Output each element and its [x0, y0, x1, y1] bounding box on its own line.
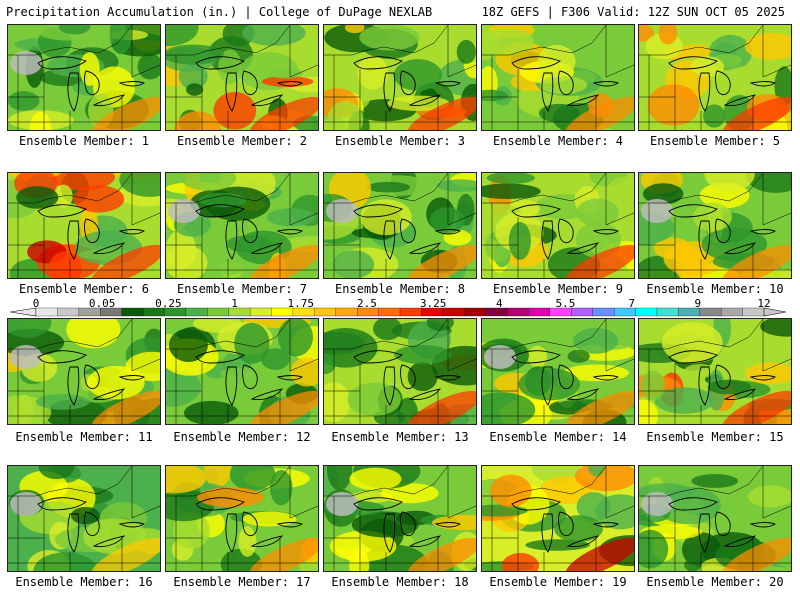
colorbar-swatch: [399, 307, 422, 317]
ensemble-member-label: Ensemble Member: 10: [646, 282, 784, 296]
colorbar-swatch: [378, 307, 401, 317]
ensemble-member-label: Ensemble Member: 19: [489, 575, 627, 589]
colorbar-swatch: [207, 307, 230, 317]
colorbar-tick-label: 0: [32, 297, 40, 310]
colorbar-swatch: [721, 307, 744, 317]
ensemble-map-panel: [323, 465, 477, 572]
precip-map: [482, 319, 634, 424]
ensemble-member-label: Ensemble Member: 3: [334, 134, 466, 148]
precip-map: [166, 173, 318, 278]
colorbar-tick-label: 0.05: [88, 297, 116, 310]
ensemble-member-label: Ensemble Member: 18: [331, 575, 469, 589]
ensemble-member-label: Ensemble Member: 4: [492, 134, 624, 148]
colorbar-tick-label: 3.25: [419, 297, 447, 310]
ensemble-map-panel: [7, 24, 161, 131]
ensemble-map-panel: [638, 318, 792, 425]
colorbar-swatch: [314, 307, 337, 317]
ensemble-map-panel: [638, 465, 792, 572]
ensemble-map-panel: [7, 465, 161, 572]
colorbar-swatch: [57, 307, 80, 317]
model-run-info: 18Z GEFS | F306 Valid: 12Z SUN OCT 05 20…: [481, 5, 785, 19]
colorbar-tick-label: 5.5: [555, 297, 576, 310]
precip-map: [482, 25, 634, 130]
ensemble-member-label: Ensemble Member: 17: [173, 575, 311, 589]
ensemble-map-panel: [165, 465, 319, 572]
ensemble-map-panel: [323, 318, 477, 425]
colorbar-tick-label: 2.5: [356, 297, 377, 310]
colorbar-swatch: [464, 307, 487, 317]
ensemble-map-panel: [323, 24, 477, 131]
precip-map: [8, 319, 160, 424]
ensemble-map-panel: [481, 24, 635, 131]
ensemble-member-label: Ensemble Member: 6: [18, 282, 150, 296]
colorbar: [9, 307, 787, 317]
ensemble-member-label: Ensemble Member: 16: [15, 575, 153, 589]
colorbar-swatch: [699, 307, 722, 317]
colorbar-tick-label: 0.25: [155, 297, 182, 310]
precip-map: [639, 25, 791, 130]
colorbar-tick-label: 7: [628, 297, 635, 310]
colorbar-tick-label: 1: [231, 297, 238, 310]
precip-map: [166, 319, 318, 424]
colorbar-swatch: [335, 307, 358, 317]
ensemble-member-label: Ensemble Member: 20: [646, 575, 784, 589]
colorbar-swatch: [656, 307, 679, 317]
precip-map: [639, 173, 791, 278]
ensemble-member-label: Ensemble Member: 2: [176, 134, 308, 148]
ensemble-map-panel: [323, 172, 477, 279]
precip-map: [8, 173, 160, 278]
ensemble-map-panel: [165, 172, 319, 279]
ensemble-map-panel: [7, 318, 161, 425]
precip-map: [639, 466, 791, 571]
precip-map: [324, 25, 476, 130]
colorbar-swatch: [592, 307, 615, 317]
colorbar-tick-label: 9: [694, 297, 702, 310]
ensemble-member-label: Ensemble Member: 8: [334, 282, 466, 296]
ensemble-map-panel: [638, 172, 792, 279]
ensemble-map-panel: [638, 24, 792, 131]
colorbar-tick-label: 4: [495, 297, 503, 310]
colorbar-swatch: [121, 307, 144, 317]
precip-map: [324, 173, 476, 278]
precip-map: [482, 466, 634, 571]
precip-map: [8, 466, 160, 571]
ensemble-member-label: Ensemble Member: 9: [492, 282, 624, 296]
colorbar-tick-label: 12: [757, 297, 771, 310]
colorbar-swatch: [635, 307, 658, 317]
ensemble-member-label: Ensemble Member: 14: [489, 430, 627, 444]
precip-map: [166, 466, 318, 571]
precip-map: [166, 25, 318, 130]
ensemble-map-panel: [165, 318, 319, 425]
precip-map: [324, 319, 476, 424]
ensemble-member-label: Ensemble Member: 13: [331, 430, 469, 444]
ensemble-member-label: Ensemble Member: 1: [18, 134, 150, 148]
colorbar-tick-label: 1.75: [287, 297, 314, 310]
colorbar-swatch: [185, 307, 208, 317]
ensemble-member-label: Ensemble Member: 11: [15, 430, 153, 444]
precip-map: [482, 173, 634, 278]
ensemble-map-panel: [481, 318, 635, 425]
product-title: Precipitation Accumulation (in.) | Colle…: [6, 5, 433, 19]
ensemble-member-label: Ensemble Member: 5: [649, 134, 781, 148]
precip-map: [639, 319, 791, 424]
colorbar-swatch: [506, 307, 529, 317]
ensemble-member-label: Ensemble Member: 12: [173, 430, 311, 444]
ensemble-map-panel: [481, 465, 635, 572]
colorbar-swatch: [528, 307, 551, 317]
ensemble-map-panel: [481, 172, 635, 279]
colorbar-swatch: [249, 307, 272, 317]
precip-map: [8, 25, 160, 130]
precip-map: [324, 466, 476, 571]
ensemble-member-label: Ensemble Member: 7: [176, 282, 308, 296]
ensemble-map-panel: [165, 24, 319, 131]
ensemble-map-panel: [7, 172, 161, 279]
ensemble-member-label: Ensemble Member: 15: [646, 430, 784, 444]
